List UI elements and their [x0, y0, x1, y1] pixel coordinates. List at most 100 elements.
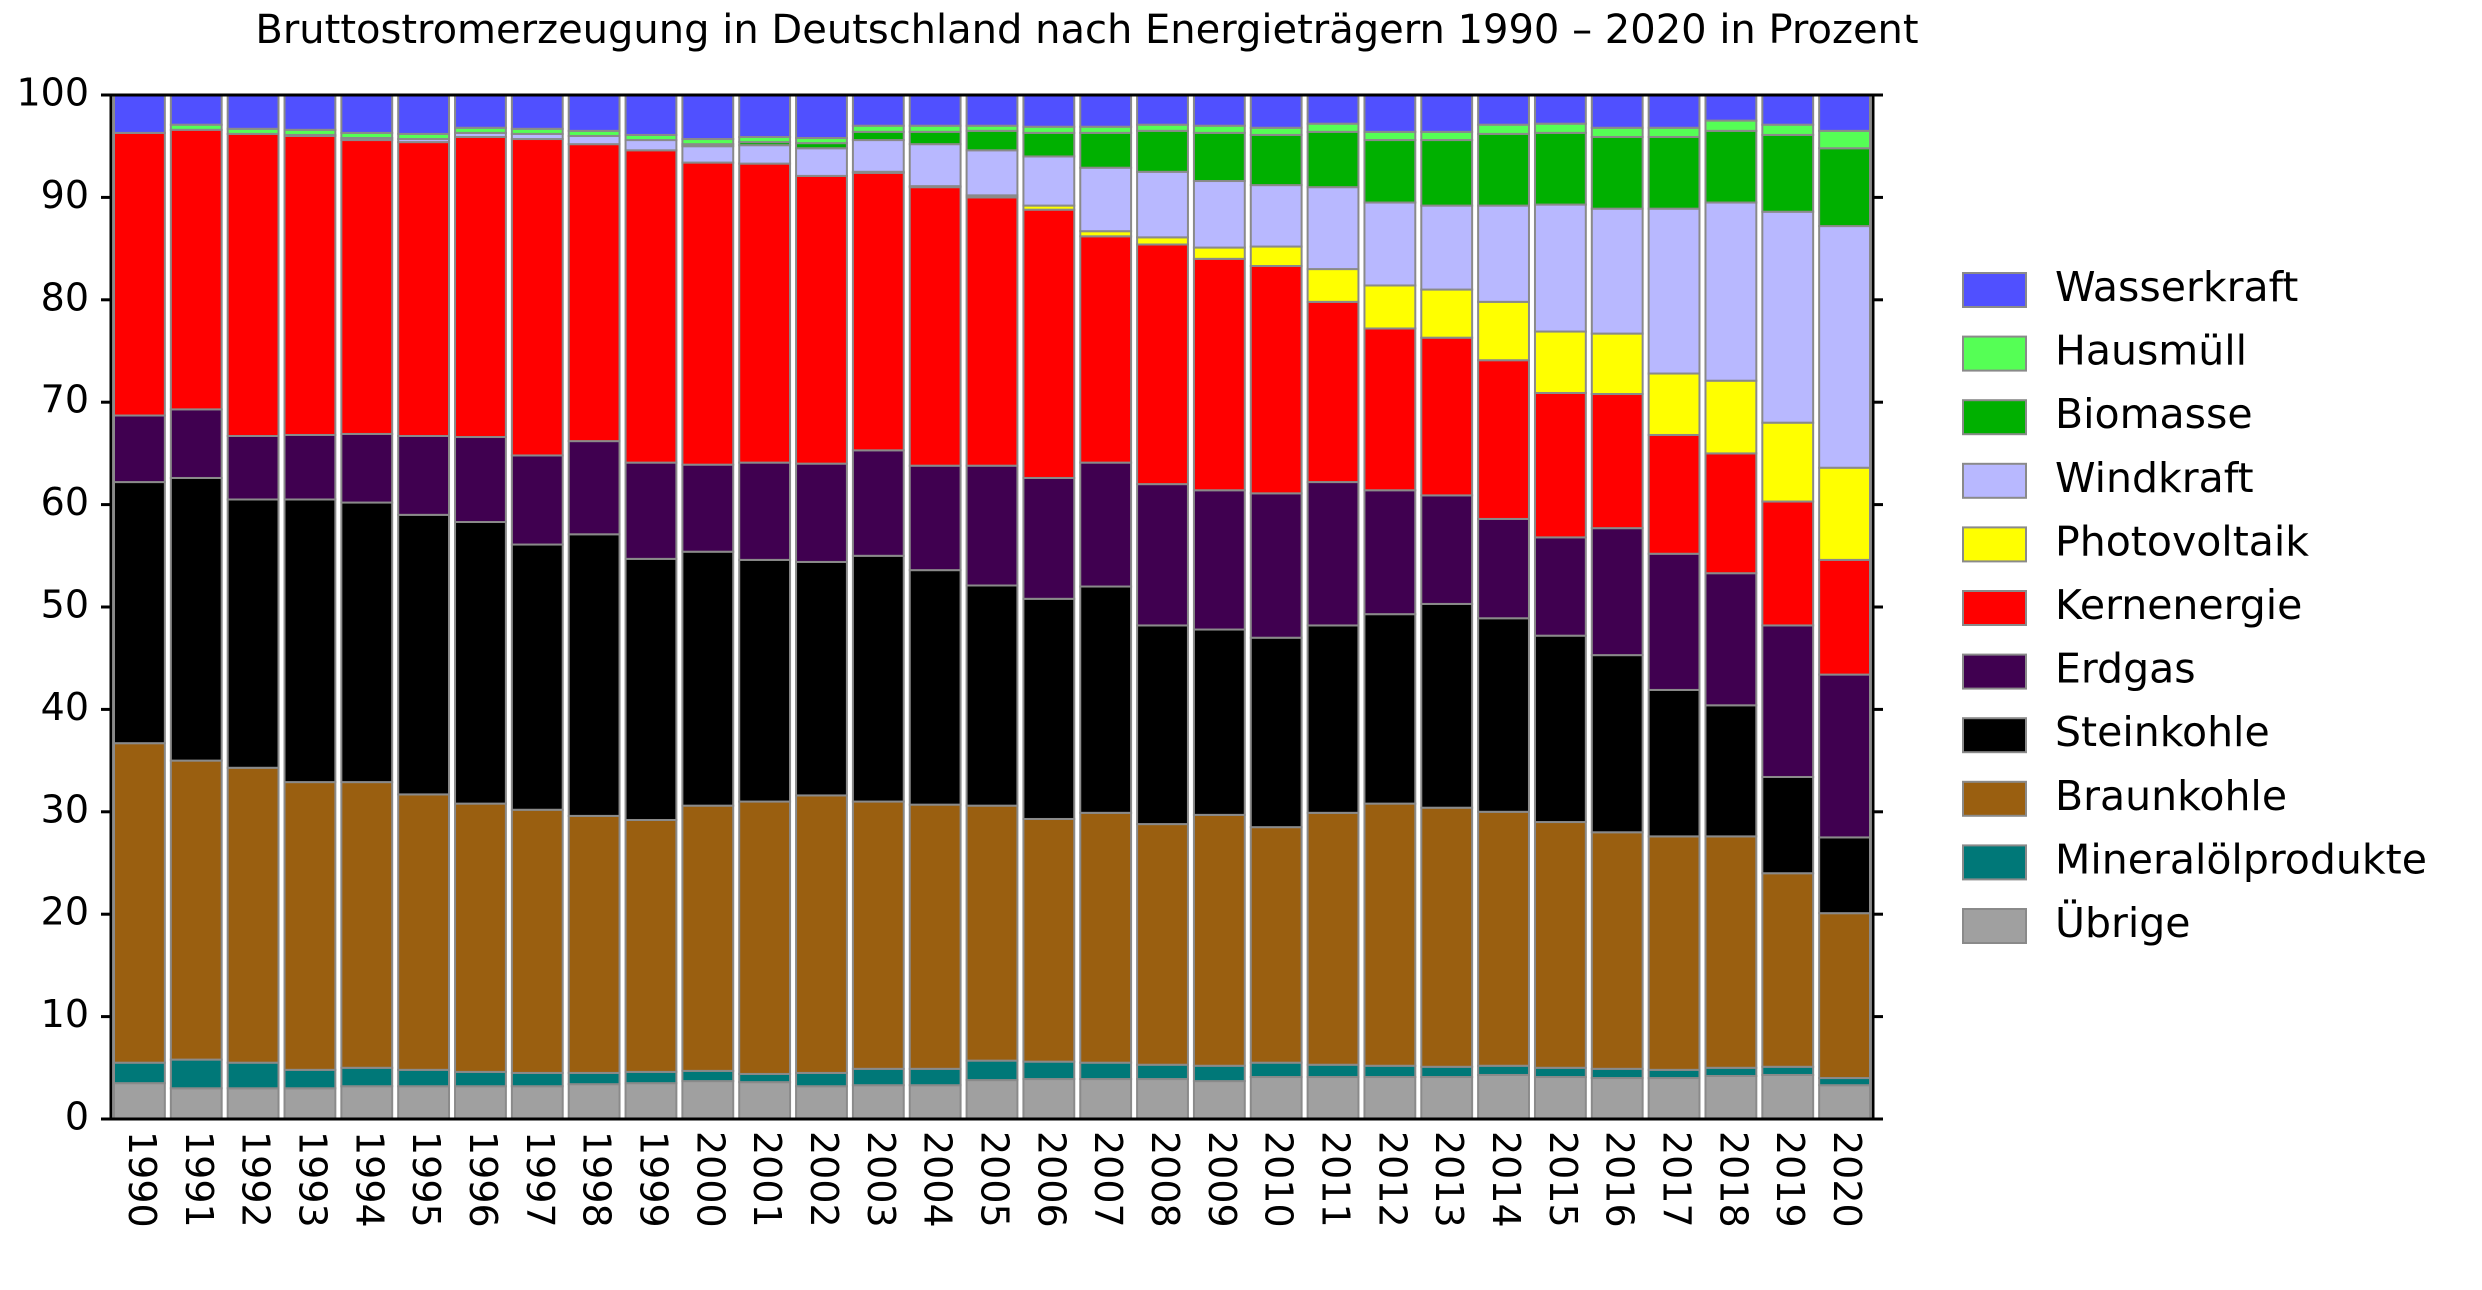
x-tick-label: 2014 [1484, 1131, 1528, 1228]
bar-segment [965, 129, 1019, 152]
bar-segment [1420, 288, 1474, 339]
x-tick-label: 2002 [802, 1131, 846, 1228]
bar-segment [1761, 123, 1815, 136]
bar-segment [851, 130, 905, 142]
bar-segment [1306, 122, 1360, 133]
bar-segment [1249, 492, 1303, 639]
bar-segment [1533, 122, 1587, 134]
x-tick-label: 2013 [1427, 1131, 1471, 1228]
bar-segment [1533, 94, 1587, 125]
bar-segment [1420, 336, 1474, 497]
bar-segment [965, 1059, 1019, 1082]
bar-segment [1818, 129, 1871, 150]
bar-segment [1022, 1078, 1076, 1120]
bar-segment [113, 414, 166, 484]
bar-segment [1363, 1064, 1417, 1079]
bar-segment [169, 1087, 223, 1121]
bar-segment [1363, 284, 1417, 330]
legend-label: Erdgas [2055, 645, 2196, 693]
bar-segment [169, 408, 223, 479]
bar-segment [1249, 126, 1303, 136]
bar-segment [1818, 836, 1871, 915]
bar-segment [1192, 124, 1246, 134]
bar-segment [454, 94, 507, 129]
legend-swatch [1962, 780, 2027, 817]
bar-segment [1761, 872, 1815, 1068]
legend-label: Steinkohle [2055, 708, 2270, 756]
bar-segment [113, 742, 166, 1064]
bar-segment [1022, 208, 1076, 479]
bar-segment [1306, 624, 1360, 814]
bar-segment [283, 94, 337, 131]
x-tick-label: 2011 [1314, 1131, 1358, 1228]
bar-segment [795, 94, 848, 140]
x-tick-label: 2004 [916, 1131, 960, 1228]
legend-label: Braunkohle [2055, 772, 2287, 820]
bar-segment [226, 94, 280, 130]
bar-segment [1590, 393, 1644, 530]
y-tick-label: 0 [65, 1095, 89, 1139]
bar-segment [1420, 139, 1474, 207]
bar-segment [169, 128, 223, 411]
bar-segment [397, 1068, 451, 1088]
bar-segment [624, 139, 678, 152]
bar-segment [681, 1069, 735, 1083]
x-tick-label: 1995 [404, 1131, 448, 1228]
bar-segment [681, 550, 735, 807]
bar-segment [681, 145, 735, 164]
bar-segment [738, 461, 792, 561]
bar-segment [738, 94, 792, 138]
bar-segment [851, 139, 905, 173]
bar-segment [851, 171, 905, 452]
bar-segment [681, 804, 735, 1072]
bar-segment [908, 130, 962, 146]
bar-segment [113, 1082, 166, 1121]
bar-segment [1477, 359, 1530, 520]
bar-segment [908, 143, 962, 188]
bar-segment [1249, 94, 1303, 129]
bar-segment [1420, 494, 1474, 605]
bar-segment [965, 94, 1019, 127]
legend-swatch [1962, 272, 2027, 308]
x-tick-label: 1996 [461, 1131, 505, 1228]
bar-segment [1306, 268, 1360, 303]
bar-segment [1533, 821, 1587, 1069]
bar-segment [1590, 1067, 1644, 1080]
bar-segment [1192, 246, 1246, 260]
bar-segment [624, 1070, 678, 1085]
bar-segment [1363, 94, 1417, 133]
bar-segment [510, 543, 564, 811]
y-tick-label: 10 [41, 992, 89, 1036]
bar-segment [1079, 94, 1133, 128]
y-tick-label: 40 [41, 685, 89, 729]
bar-segment [1477, 204, 1530, 303]
bar-segment [624, 818, 678, 1073]
bar-segment [226, 132, 280, 437]
bar-segment [1818, 912, 1871, 1080]
bar-segment [851, 800, 905, 1070]
bar-segment [1136, 1063, 1189, 1081]
bar-segment [681, 463, 735, 553]
bar-segment [340, 1085, 394, 1121]
bar-segment [567, 94, 621, 132]
bar-segment [1477, 132, 1530, 207]
bar-segment [113, 481, 166, 745]
bar-segment [1079, 585, 1133, 814]
bar-segment [1192, 180, 1246, 249]
bar-segment [795, 560, 848, 797]
bar-segment [1477, 810, 1530, 1067]
bar-segment [1533, 131, 1587, 206]
legend-label: Mineralölprodukte [2055, 835, 2427, 883]
bar-segment [908, 803, 962, 1070]
bar-segment [1192, 813, 1246, 1067]
bar-segment [113, 94, 166, 134]
bar-segment [454, 521, 507, 805]
bar-segment [1192, 257, 1246, 492]
bar-segment [1533, 330, 1587, 394]
bar-segment [1647, 207, 1701, 375]
x-tick-label: 1998 [575, 1131, 619, 1228]
y-tick-label: 30 [41, 787, 89, 831]
legend-swatch [1962, 717, 2027, 754]
y-tick-label: 90 [41, 173, 89, 217]
bar-segment [1079, 131, 1133, 169]
